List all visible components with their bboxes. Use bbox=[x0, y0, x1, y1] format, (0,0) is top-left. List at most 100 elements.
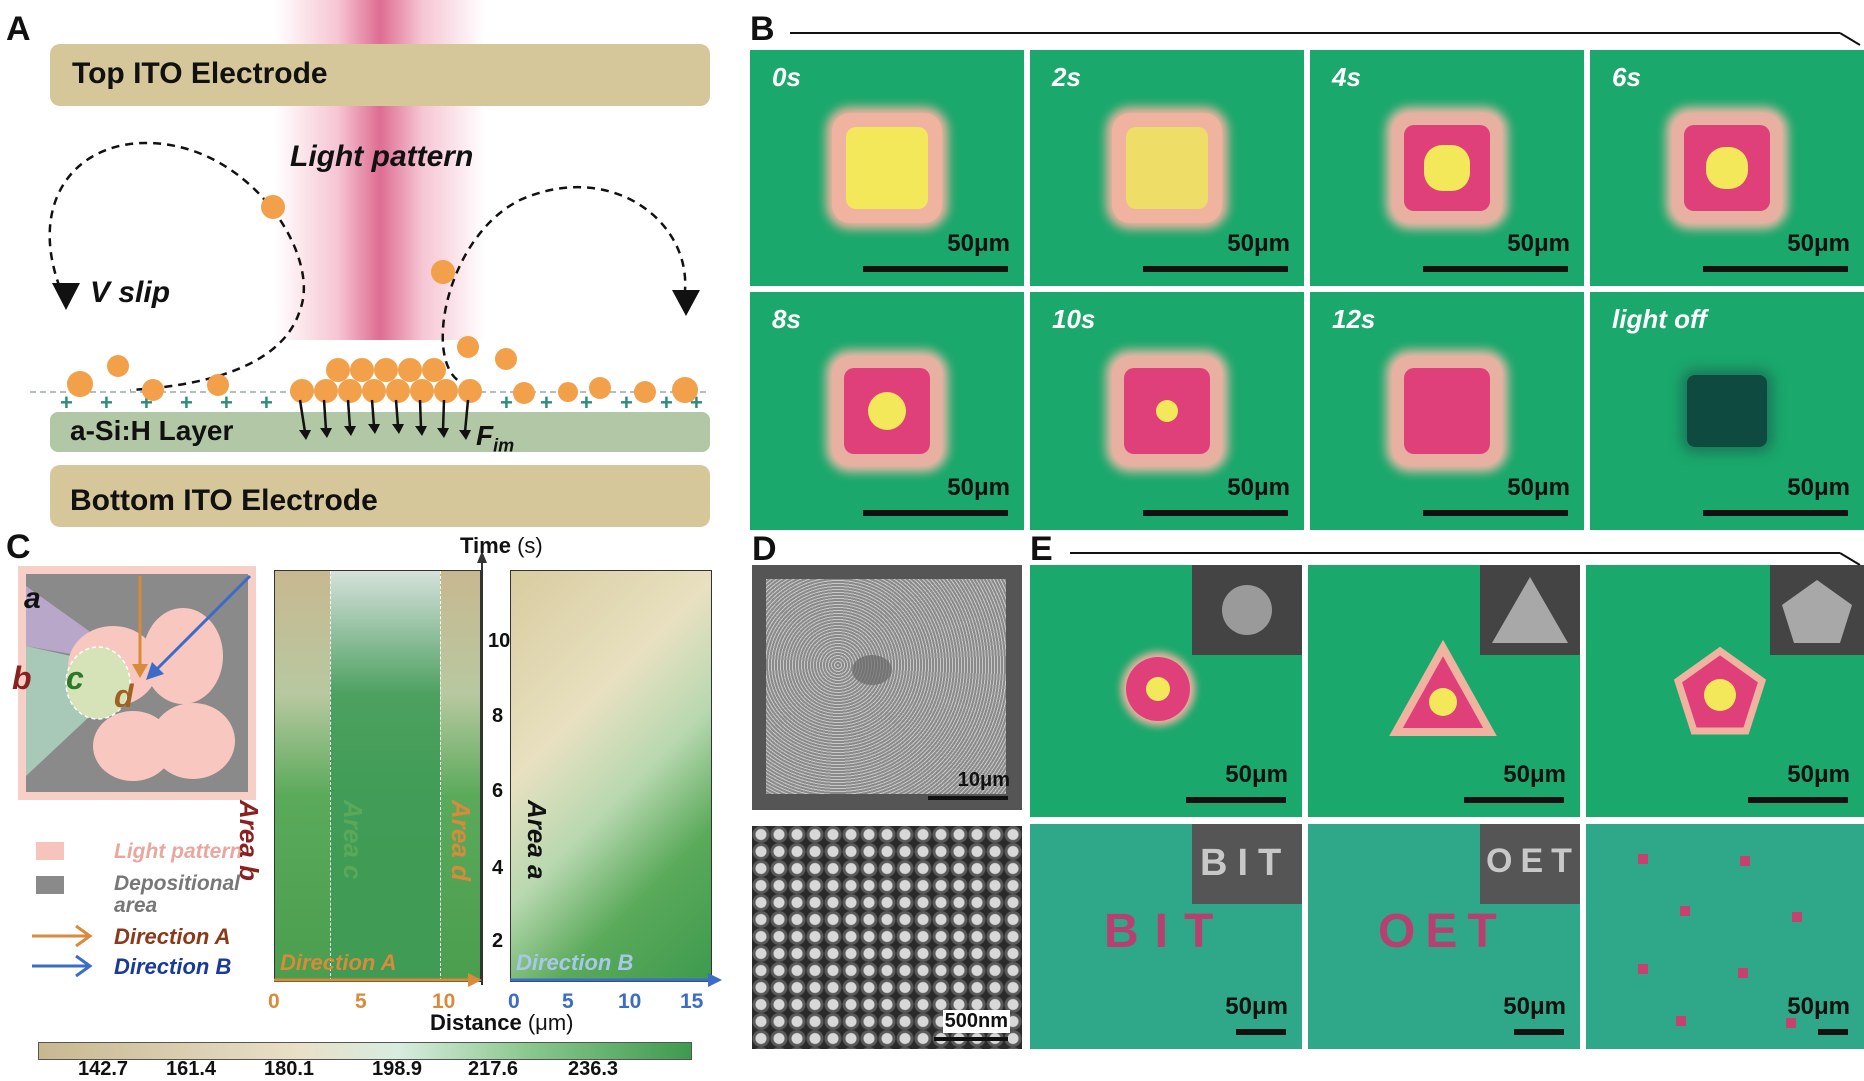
distance-axis-label: Distance (μm) bbox=[430, 1010, 574, 1036]
colorbar-tick-2: 180.1 bbox=[264, 1058, 315, 1080]
x-tick-b-15: 15 bbox=[680, 990, 704, 1013]
time-label: 8s bbox=[772, 304, 801, 334]
scale-label: 50μm bbox=[947, 230, 1010, 257]
inset-triangle bbox=[1480, 565, 1580, 655]
time-axis-label: Time (s) bbox=[460, 533, 543, 559]
time-unit: (s) bbox=[517, 533, 543, 558]
scale-bar bbox=[1703, 266, 1848, 272]
colorbar-tick-4: 217.6 bbox=[468, 1058, 519, 1080]
time-label: 4s bbox=[1332, 62, 1361, 92]
panel-label-a: A bbox=[6, 10, 31, 48]
svg-text:+: + bbox=[180, 390, 193, 415]
f-im-sub: im bbox=[493, 435, 515, 456]
scale-label: 50μm bbox=[1227, 230, 1290, 257]
scale-label: 50μm bbox=[1787, 230, 1850, 257]
tile-b-8s: 8s 50μm bbox=[750, 292, 1024, 530]
time-label: 0s bbox=[772, 62, 801, 92]
scale-label: 50μm bbox=[1787, 474, 1850, 501]
tile-b-6s: 6s 50μm bbox=[1590, 50, 1864, 286]
scale-bar bbox=[1464, 797, 1564, 803]
scale-bar bbox=[928, 796, 1008, 800]
scale-label: 10μm bbox=[957, 769, 1010, 791]
tile-e-bit: BIT BIT 50μm bbox=[1030, 824, 1302, 1049]
time-label: 12s bbox=[1332, 304, 1376, 334]
x-tick-b-0: 0 bbox=[508, 990, 520, 1013]
tile-e-array: 50μm bbox=[1586, 824, 1864, 1049]
top-electrode bbox=[50, 44, 710, 106]
svg-text:+: + bbox=[500, 390, 513, 415]
region-b-label: b bbox=[12, 660, 32, 696]
inset-bit-word: BIT bbox=[1200, 842, 1292, 884]
area-c-label: Area c bbox=[338, 800, 368, 880]
scale-bar bbox=[863, 510, 1008, 516]
y-tick-6: 6 bbox=[492, 780, 504, 802]
legend-arrows bbox=[32, 924, 93, 978]
time-label: light off bbox=[1612, 304, 1707, 334]
circle-pattern bbox=[1126, 657, 1190, 721]
colorbar bbox=[38, 1042, 692, 1060]
colorbar-tick-5: 236.3 bbox=[568, 1058, 619, 1080]
array-dot bbox=[1676, 1016, 1686, 1026]
panel-label-c: C bbox=[6, 528, 31, 566]
scale-label: 500nm bbox=[942, 1010, 1010, 1033]
svg-text:+: + bbox=[620, 390, 633, 415]
v-slip-label: V slip bbox=[90, 276, 171, 309]
pattern-square bbox=[832, 356, 942, 466]
sem-bottom: 500nm bbox=[752, 826, 1022, 1049]
tile-b-0s: 0s 50μm bbox=[750, 50, 1024, 286]
inset-bit: BIT bbox=[1192, 824, 1302, 904]
dir-a-axis-label: Direction A bbox=[280, 950, 397, 975]
array-dot bbox=[1786, 1018, 1796, 1028]
scale-bar bbox=[934, 1037, 1008, 1041]
colorbar-tick-0: 142.7 bbox=[78, 1058, 129, 1080]
legend-dep-swatch bbox=[36, 876, 64, 894]
bottom-electrode-label: Bottom ITO Electrode bbox=[70, 484, 378, 517]
svg-text:+: + bbox=[220, 390, 233, 415]
region-schematic: a b c d bbox=[12, 566, 256, 800]
distance-text: Distance bbox=[430, 1010, 522, 1035]
scale-bar bbox=[1423, 510, 1568, 516]
array-dot bbox=[1638, 854, 1648, 864]
scale-bar bbox=[1818, 1029, 1848, 1035]
tile-e-triangle: 50μm bbox=[1308, 565, 1580, 817]
x-tick-a-10: 10 bbox=[432, 990, 456, 1013]
bit-word: BIT bbox=[1104, 905, 1230, 958]
array-dot bbox=[1680, 906, 1690, 916]
scale-bar bbox=[863, 266, 1008, 272]
x-tick-b-10: 10 bbox=[618, 990, 642, 1013]
legend-dep-label: Depositional bbox=[114, 872, 241, 895]
region-d-label: d bbox=[114, 678, 134, 714]
time-label: 6s bbox=[1612, 62, 1641, 92]
pattern-square bbox=[1392, 356, 1502, 466]
layer-label: a-Si:H Layer bbox=[70, 415, 234, 446]
light-pattern-label: Light pattern bbox=[290, 140, 474, 173]
svg-text:+: + bbox=[660, 390, 673, 415]
inset-oet-word: OET bbox=[1486, 842, 1580, 880]
svg-text:+: + bbox=[580, 390, 593, 415]
sem-top: 10μm bbox=[752, 565, 1022, 810]
array-dot bbox=[1738, 968, 1748, 978]
pattern-square bbox=[1672, 113, 1782, 223]
heatmap-direction-a bbox=[274, 570, 481, 982]
x-tick-a-0: 0 bbox=[268, 990, 280, 1013]
f-im-main: F bbox=[476, 420, 494, 451]
legend-light-label: Light pattern bbox=[114, 840, 243, 863]
legend-dir-b: Direction B bbox=[114, 954, 232, 979]
scale-bar bbox=[1514, 1029, 1564, 1035]
region-a-label: a bbox=[24, 582, 41, 615]
x-tick-b-5: 5 bbox=[562, 990, 574, 1013]
time-axis bbox=[477, 551, 487, 985]
scale-label: 50μm bbox=[1225, 761, 1288, 788]
pattern-square bbox=[832, 113, 942, 223]
tile-e-circle: 50μm bbox=[1030, 565, 1302, 817]
scale-bar bbox=[1423, 266, 1568, 272]
dark-square bbox=[1687, 375, 1767, 447]
f-im-label: Fim bbox=[476, 420, 514, 457]
colorbar-tick-3: 198.9 bbox=[372, 1058, 423, 1080]
pattern-square bbox=[1112, 113, 1222, 223]
panel-e-bracket bbox=[1070, 552, 1861, 566]
distance-unit: (μm) bbox=[527, 1010, 574, 1035]
y-tick-10: 10 bbox=[488, 630, 511, 652]
area-b-label: Area b bbox=[234, 800, 264, 881]
pattern-square bbox=[1392, 113, 1502, 223]
